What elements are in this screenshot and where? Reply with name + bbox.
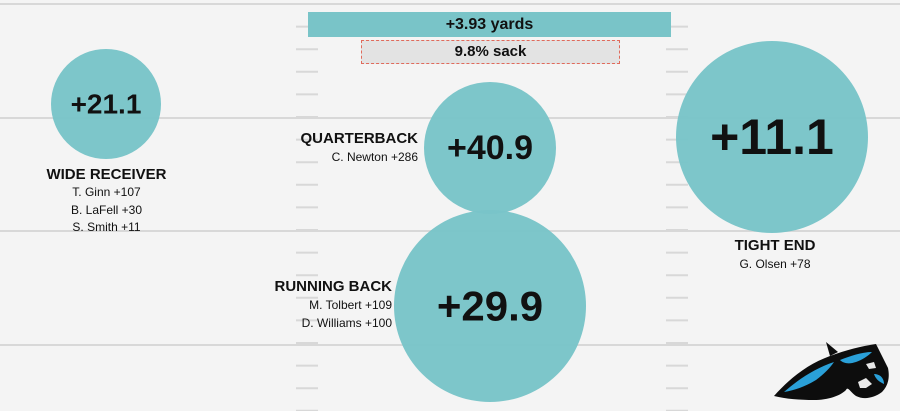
bubble-value-label: +40.9 <box>447 129 533 167</box>
bubble-value-label: +21.1 <box>71 89 142 120</box>
yards-per-play-bar: +3.93 yards <box>308 12 671 37</box>
position-label-wide-receiver: WIDE RECEIVER <box>46 166 167 183</box>
player-stat: T. Ginn +107 <box>72 185 141 199</box>
player-stat: M. Tolbert +109 <box>309 298 392 312</box>
panther-head-icon <box>774 342 889 400</box>
sack-rate-bar: 9.8% sack <box>361 40 620 64</box>
position-label-quarterback: QUARTERBACK <box>300 130 419 147</box>
player-stat: B. LaFell +30 <box>70 203 143 217</box>
bubble-wide-receiver <box>51 49 161 159</box>
player-stat: S. Smith +11 <box>72 220 141 234</box>
bubble-quarterback <box>424 82 556 214</box>
position-label-tight-end: TIGHT END <box>734 237 816 254</box>
bubble-value-label: +11.1 <box>710 109 834 165</box>
bubble-value-label: +29.9 <box>437 283 543 330</box>
bubble-running-back <box>394 210 586 402</box>
position-label-running-back: RUNNING BACK <box>274 278 393 295</box>
player-stat: D. Williams +100 <box>301 316 392 330</box>
player-stat: G. Olsen +78 <box>739 257 811 271</box>
player-stat: C. Newton +286 <box>331 150 418 164</box>
bubble-tight-end <box>676 41 868 233</box>
